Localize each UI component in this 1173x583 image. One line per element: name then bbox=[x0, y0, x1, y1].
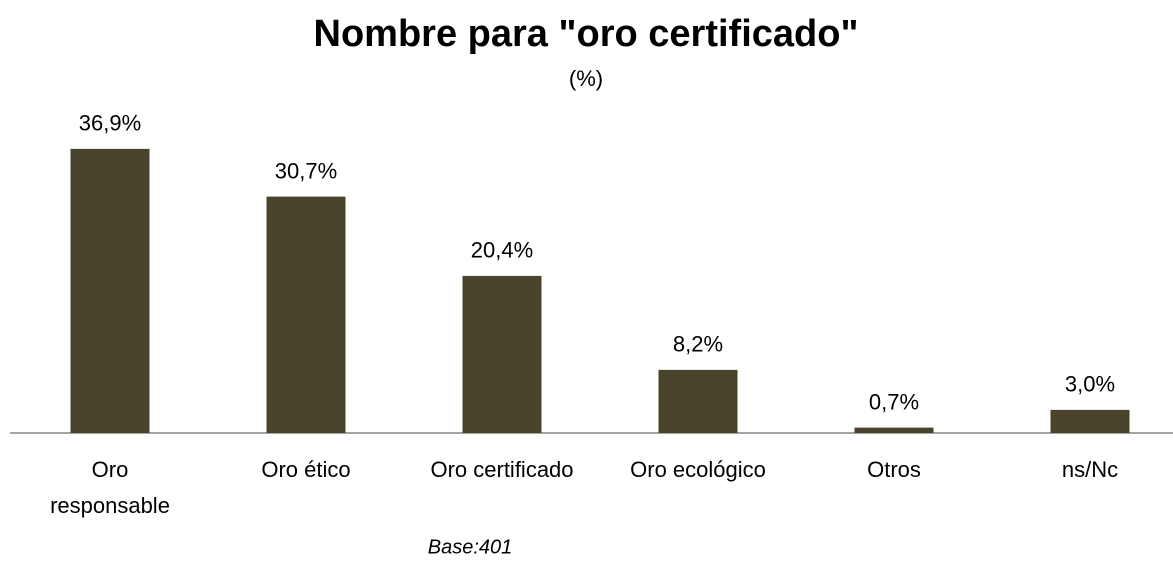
data-label: 20,4% bbox=[471, 238, 533, 263]
bar bbox=[1050, 409, 1130, 433]
x-tick-label: Oro responsable bbox=[50, 457, 170, 518]
data-label: 8,2% bbox=[673, 332, 723, 357]
x-tick-label: Otros bbox=[867, 457, 921, 482]
bar bbox=[462, 275, 542, 433]
footnote: Base:401 bbox=[428, 536, 513, 558]
data-label: 3,0% bbox=[1065, 372, 1115, 397]
chart-subtitle: (%) bbox=[569, 66, 603, 91]
x-tick-label: Oro ético bbox=[261, 457, 351, 482]
bar bbox=[266, 196, 346, 433]
data-label: 0,7% bbox=[869, 389, 919, 414]
bar bbox=[70, 148, 150, 433]
x-tick-label: Oro ecológico bbox=[630, 457, 766, 482]
data-label: 36,9% bbox=[79, 111, 141, 136]
chart-title: Nombre para "oro certificado" bbox=[314, 13, 859, 55]
bar bbox=[658, 369, 738, 433]
bar bbox=[854, 427, 934, 433]
data-label: 30,7% bbox=[275, 158, 337, 183]
x-tick-label: ns/Nc bbox=[1061, 457, 1119, 482]
x-tick-label: Oro certificado bbox=[430, 457, 574, 482]
